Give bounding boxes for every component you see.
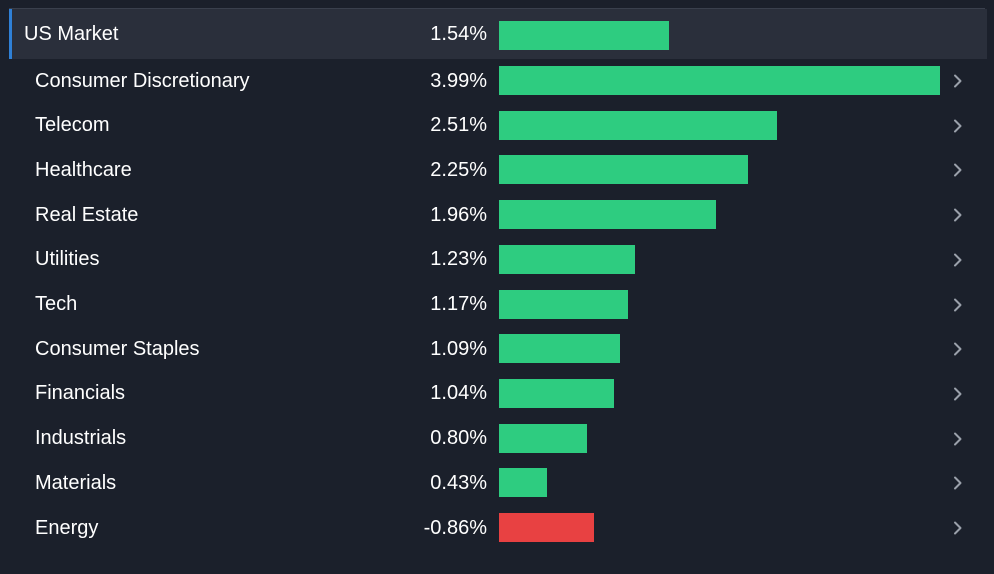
sector-row-utilities[interactable]: Utilities 1.23% [9,238,987,282]
market-name: US Market [24,22,119,45]
chevron-right-icon[interactable] [953,372,963,416]
selected-accent [9,9,12,59]
sector-change-bar [499,468,547,498]
sector-change: 1.04% [430,382,487,405]
sector-name: Industrials [35,427,127,450]
sector-change: 0.80% [430,427,487,450]
chevron-right-icon[interactable] [953,59,963,103]
sector-change-bar [499,378,614,408]
chevron-right-icon[interactable] [953,283,963,327]
sector-change-bar [499,334,620,364]
sector-change: 1.09% [430,337,487,360]
sector-row-tech[interactable]: Tech 1.17% [9,283,987,327]
sector-change: -0.86% [423,516,487,539]
sector-name: Utilities [35,248,100,271]
chevron-right-icon[interactable] [953,148,963,192]
sector-row-industrials[interactable]: Industrials 0.80% [9,417,987,461]
sector-row-real-estate[interactable]: Real Estate 1.96% [9,193,987,237]
sector-change-bar [499,155,748,185]
sector-name: Tech [35,293,78,315]
divider [9,8,985,9]
chevron-right-icon[interactable] [953,104,963,148]
market-change-bar [499,21,669,50]
sector-change: 2.25% [430,158,487,181]
sector-name: Telecom [35,114,110,137]
sector-row-energy[interactable]: Energy -0.86% [9,506,987,550]
sector-row-financials[interactable]: Financials 1.04% [9,372,987,416]
sector-change-bar [499,244,635,274]
sector-change: 2.51% [430,114,487,137]
sector-row-consumer-discretionary[interactable]: Consumer Discretionary 3.99% [9,59,987,103]
chevron-right-icon[interactable] [953,327,963,371]
sector-change-bar [499,200,716,230]
sector-change: 1.17% [430,293,487,315]
sector-change: 1.96% [430,203,487,226]
sector-name: Financials [35,382,126,405]
sector-change: 0.43% [430,471,487,494]
chevron-right-icon[interactable] [953,193,963,237]
sector-name: Healthcare [35,158,132,181]
sector-name: Real Estate [35,203,139,226]
sector-name: Consumer Staples [35,337,200,360]
sector-row-healthcare[interactable]: Healthcare 2.25% [9,148,987,192]
chevron-right-icon[interactable] [953,506,963,550]
sector-change-bar [499,513,594,542]
sector-row-materials[interactable]: Materials 0.43% [9,461,987,505]
sector-change-bar [499,66,940,95]
sector-change: 3.99% [430,69,487,92]
chevron-right-icon[interactable] [953,417,963,461]
sector-change-bar [499,289,628,319]
market-row-us-market[interactable]: US Market 1.54% [9,9,987,59]
sector-change-bar [499,423,587,453]
sector-row-telecom[interactable]: Telecom 2.51% [9,104,987,148]
sector-row-consumer-staples[interactable]: Consumer Staples 1.09% [9,327,987,371]
sector-name: Consumer Discretionary [35,69,250,92]
sector-change-bar [499,110,777,140]
chevron-right-icon[interactable] [953,238,963,282]
market-change: 1.54% [430,22,487,45]
sector-change: 1.23% [430,248,487,271]
sector-name: Energy [35,516,99,539]
sector-name: Materials [35,471,117,494]
chevron-right-icon[interactable] [953,461,963,505]
